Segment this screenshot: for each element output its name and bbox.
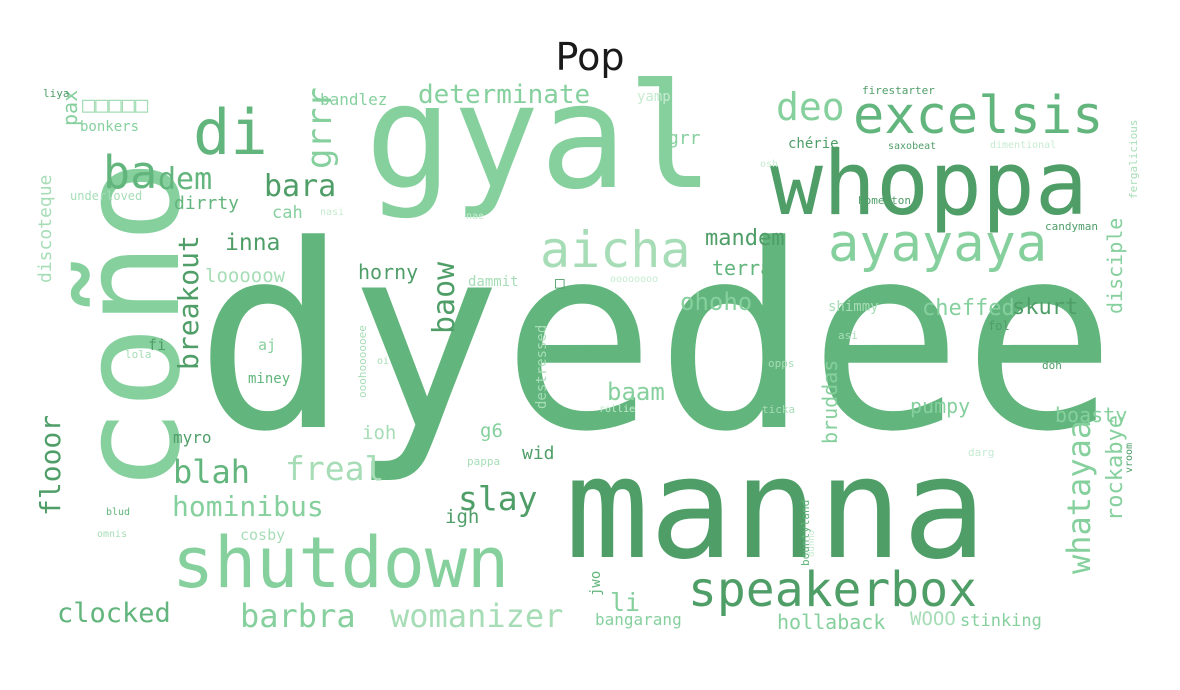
- word-excelsis: excelsis: [853, 86, 1104, 146]
- word-hominibus: hominibus: [172, 490, 324, 523]
- word-bara: bara: [264, 169, 337, 204]
- word-womanizer: womanizer: [390, 597, 564, 635]
- word-jwo: jwo: [588, 570, 604, 596]
- word-inna: inna: [225, 230, 281, 256]
- word-mandem: mandem: [705, 226, 785, 251]
- word-asi: asi: [838, 329, 858, 342]
- word-whoppa: whoppa: [770, 132, 1088, 235]
- word-blud: blud: [106, 507, 131, 518]
- word-discoteque: discoteque: [35, 174, 56, 283]
- word-hollaback: hollaback: [777, 610, 886, 634]
- word-horny: horny: [358, 260, 419, 284]
- word-flooor: flooor: [34, 414, 67, 516]
- word-che-rie: chérie: [788, 136, 839, 152]
- word-bandlez: bandlez: [320, 90, 388, 109]
- word-oooooooo: oooooooo: [610, 274, 659, 285]
- word-wid: wid: [522, 443, 555, 464]
- word-shimmy: shimmy: [828, 299, 879, 315]
- word-whatayaa: whatayaa: [1060, 419, 1098, 574]
- word-ooohoooooee: ooohoooooee: [356, 325, 369, 398]
- word-doh: doh: [1042, 359, 1062, 372]
- word-dimentional: dimentional: [990, 140, 1057, 151]
- word-wooo: WOOO: [910, 608, 956, 630]
- word-vroom: vroom: [1124, 442, 1135, 473]
- word-speakerbox: speakerbox: [688, 562, 977, 618]
- word-bangarang: bangarang: [595, 610, 682, 629]
- word-firestarter: firestarter: [862, 84, 935, 97]
- word-grr: grr: [668, 128, 701, 149]
- word-dem: dem: [158, 162, 213, 197]
- word-dyedee: dyedee: [195, 191, 1117, 488]
- word-underloved: underloved: [70, 189, 143, 203]
- word-pappa: pappa: [467, 455, 501, 468]
- word-destressed: destressed: [534, 324, 550, 409]
- word-aicha: aicha: [540, 221, 691, 279]
- word-ticka: ticka: [762, 403, 796, 416]
- word-ohoho: ohoho: [680, 288, 753, 316]
- word-determinate: determinate: [418, 80, 591, 110]
- word-myro: myro: [173, 428, 212, 447]
- word-breakout: breakout: [172, 235, 205, 370]
- word-yamp: yamp: [637, 89, 671, 105]
- word-glyph: □□□□□: [82, 93, 149, 118]
- word-saxobeat: saxobeat: [888, 141, 937, 152]
- word-glyph: □: [555, 273, 565, 292]
- word-dunno: dunno: [807, 529, 817, 557]
- word-ba: ba: [103, 146, 158, 199]
- word-igh: igh: [445, 506, 480, 528]
- word-dammit: dammit: [468, 274, 519, 290]
- word-bonkers: bonkers: [80, 119, 140, 135]
- word-opps: opps: [768, 357, 795, 370]
- word-cheffed: cheffed: [922, 296, 1015, 321]
- word-disciple: disciple: [1103, 217, 1127, 314]
- word-deo: deo: [776, 85, 845, 129]
- word-rollie: rollie: [599, 404, 636, 415]
- word-baam: baam: [607, 378, 665, 406]
- word-lola: lola: [125, 348, 152, 361]
- word-pumpy: pumpy: [910, 394, 971, 418]
- word-shutdown: shutdown: [172, 522, 510, 604]
- word-ayayaya: ayayaya: [828, 214, 1048, 274]
- word-clocked: clocked: [57, 598, 171, 629]
- word-nae: nae: [466, 211, 485, 222]
- word-barbra: barbra: [240, 597, 356, 635]
- word-g6: g6: [480, 420, 503, 442]
- word-liya: liya: [43, 87, 70, 100]
- word-boasty: boasty: [1055, 403, 1128, 427]
- word-oi: oi: [377, 356, 390, 367]
- word-freal: freal: [285, 449, 385, 488]
- word-terra: terra: [712, 256, 773, 280]
- word-fergalicious: fergalicious: [1127, 119, 1140, 199]
- word-li: li: [610, 588, 641, 617]
- word-cosby: cosby: [240, 526, 286, 544]
- word-stinking: stinking: [960, 611, 1042, 631]
- word-miney: miney: [248, 371, 291, 387]
- word-dirrty: dirrty: [174, 193, 240, 214]
- word-ioh: ioh: [362, 422, 397, 444]
- word-bruddas: bruddas: [818, 359, 842, 444]
- word-fi: fi: [148, 336, 167, 354]
- word-homerton: homerton: [858, 194, 911, 207]
- word-cah: cah: [272, 203, 303, 223]
- word-candyman: candyman: [1045, 220, 1098, 233]
- word-blah: blah: [173, 453, 251, 491]
- word-omnis: omnis: [97, 529, 128, 540]
- word-darg: darg: [968, 446, 995, 459]
- word-skurt: skurt: [1012, 295, 1079, 320]
- word-manna: manna: [565, 428, 987, 591]
- word-fol: fol: [988, 319, 1010, 333]
- chart-title: Pop: [555, 35, 625, 79]
- word-looooow: looooow: [205, 265, 286, 287]
- word-gyal: gyal: [365, 53, 715, 222]
- word-slay: slay: [458, 479, 538, 518]
- word-nasi: nasi: [320, 207, 345, 218]
- word-di: di: [193, 96, 268, 169]
- word-baow: baow: [427, 261, 462, 334]
- word-aj: aj: [258, 336, 277, 354]
- word-osh: osh: [760, 159, 779, 170]
